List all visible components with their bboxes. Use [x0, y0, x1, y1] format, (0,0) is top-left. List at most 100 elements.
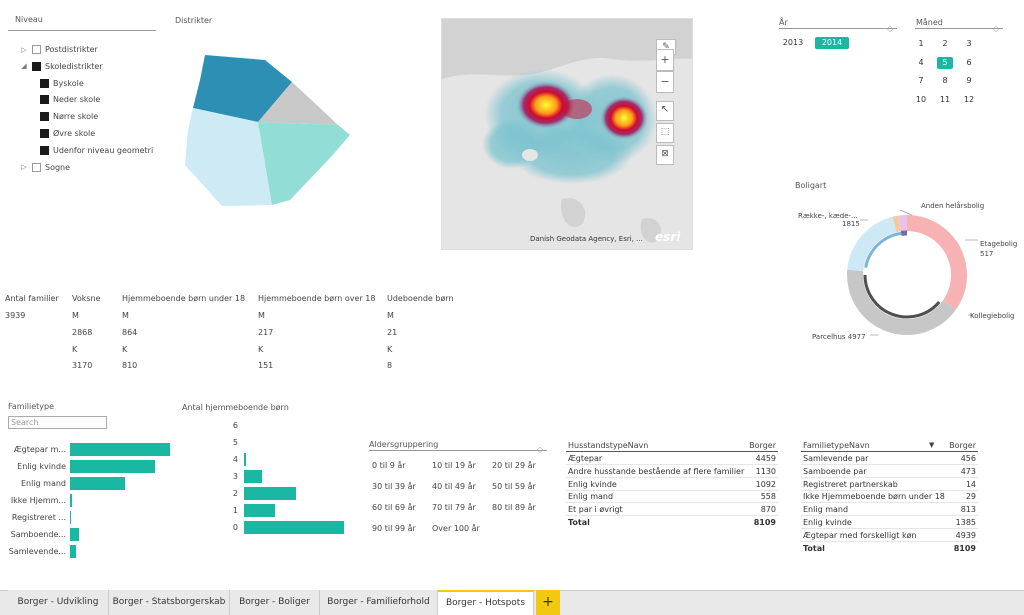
tree-item-label: Postdistrikter	[45, 45, 98, 54]
column-header[interactable]: HusstandstypeNavn	[568, 441, 649, 450]
expand-arrow-icon[interactable]: ▷	[21, 163, 27, 172]
year-option[interactable]: 2014	[815, 37, 849, 49]
checkbox[interactable]	[32, 162, 41, 172]
heatmap-canvas[interactable]	[442, 19, 693, 250]
eraser-icon[interactable]: ◇	[887, 24, 894, 33]
month-option[interactable]: 12	[963, 94, 975, 104]
bar[interactable]	[70, 460, 156, 473]
month-option[interactable]: 4	[918, 57, 924, 67]
add-tab-button[interactable]: +	[536, 590, 560, 615]
tab-4[interactable]: Borger - Hotspots	[438, 590, 534, 615]
tree-item[interactable]: ▷ Postdistrikter	[20, 45, 98, 54]
axis-label: 1	[232, 506, 238, 515]
lasso-select-icon[interactable]: ⊠	[656, 145, 674, 165]
cell-name: Enlig kvinde	[568, 479, 617, 489]
bar-label: Enlig mand	[20, 479, 66, 488]
bar[interactable]	[244, 453, 247, 466]
alder-option[interactable]: 10 til 19 år	[432, 461, 476, 470]
eraser-icon[interactable]: ◇	[537, 445, 544, 454]
sort-arrow-icon[interactable]: ▼	[929, 441, 935, 449]
zoom-out-button[interactable]: −	[656, 71, 674, 93]
month-option[interactable]: 9	[966, 76, 972, 85]
bar[interactable]	[70, 528, 79, 541]
zoom-in-button[interactable]: +	[656, 49, 674, 71]
tree-item[interactable]: ▷ Sogne	[20, 162, 70, 172]
alder-option[interactable]: Over 100 år	[432, 524, 480, 533]
bar[interactable]	[70, 494, 72, 507]
column-header[interactable]: FamilietypeNavn	[803, 441, 870, 450]
column-header[interactable]: Borger	[749, 441, 776, 450]
checkbox[interactable]	[32, 45, 41, 54]
tab-0[interactable]: Borger - Udvikling	[8, 590, 109, 615]
alder-option[interactable]: 20 til 29 år	[492, 461, 536, 470]
month-option[interactable]: 5	[937, 56, 953, 69]
bar[interactable]	[244, 504, 275, 517]
leader-line	[899, 209, 913, 216]
checkbox[interactable]	[40, 145, 49, 155]
alder-option[interactable]: 60 til 69 år	[372, 503, 416, 512]
bar[interactable]	[244, 487, 296, 500]
month-option[interactable]: 10	[915, 94, 927, 104]
alder-option[interactable]: 80 til 89 år	[492, 503, 536, 512]
slice-etagebolig[interactable]	[907, 215, 967, 275]
tree-item[interactable]: Byskole	[40, 78, 84, 88]
slice-other[interactable]	[892, 215, 901, 233]
slice-raekke[interactable]	[847, 216, 897, 272]
tree-item[interactable]: Udenfor niveau geometri	[40, 145, 153, 155]
eraser-icon[interactable]: ◇	[993, 24, 1000, 33]
month-option[interactable]: 2	[942, 39, 948, 48]
slice-anden[interactable]	[898, 215, 907, 232]
bar[interactable]	[70, 511, 71, 524]
alder-option[interactable]: 30 til 39 år	[372, 482, 416, 491]
tree-item[interactable]: ◢ Skoledistrikter	[20, 61, 103, 71]
bar[interactable]	[70, 545, 77, 558]
bar[interactable]	[70, 443, 170, 456]
matrix-header: Hjemmeboende børn over 18	[258, 294, 376, 303]
bar[interactable]	[244, 521, 344, 534]
alder-option[interactable]: 40 til 49 år	[432, 482, 476, 491]
checkbox[interactable]	[40, 78, 49, 88]
slice-parcelhus[interactable]	[847, 269, 957, 335]
cell-name: Ægtepar	[568, 454, 603, 463]
month-option[interactable]: 3	[966, 39, 972, 48]
year-option[interactable]: 2013	[782, 38, 804, 47]
checkbox[interactable]	[40, 95, 49, 105]
tree-item[interactable]: Nørre skole	[40, 112, 98, 122]
cursor-icon[interactable]: ↖	[656, 101, 674, 121]
tab-1[interactable]: Borger - Statsborgerskab	[109, 590, 230, 615]
tree-item[interactable]: Øvre skole	[40, 129, 95, 138]
alder-option[interactable]: 50 til 59 år	[492, 482, 536, 491]
month-option[interactable]: 8	[942, 76, 948, 85]
checkbox[interactable]	[40, 129, 49, 138]
heatmap-panel[interactable]: ✎ + − ↖ ⬚ ⊠ Danish Geodata Agency, Esri,…	[441, 18, 693, 250]
month-option[interactable]: 11	[939, 94, 951, 104]
distrikter-map[interactable]	[180, 50, 360, 210]
month-option[interactable]: 1	[918, 39, 924, 48]
familietype-title: Familietype	[8, 402, 55, 411]
month-option[interactable]: 6	[966, 57, 972, 67]
rect-select-icon[interactable]: ⬚	[656, 123, 674, 143]
bar[interactable]	[244, 470, 263, 483]
alder-option[interactable]: 90 til 99 år	[372, 524, 416, 533]
district-oevre[interactable]	[193, 55, 292, 122]
column-header[interactable]: Borger	[949, 441, 976, 450]
checkbox[interactable]	[32, 61, 41, 71]
boligart-donut[interactable]	[790, 195, 1020, 345]
alder-option[interactable]: 70 til 79 år	[432, 503, 476, 512]
tab-3[interactable]: Borger - Familieforhold	[320, 590, 438, 615]
expand-arrow-icon[interactable]: ▷	[21, 45, 27, 54]
tree-item[interactable]: Neder skole	[40, 95, 100, 105]
checkbox[interactable]	[40, 112, 49, 122]
month-option[interactable]: 7	[918, 76, 924, 85]
alder-option[interactable]: 0 til 9 år	[372, 461, 406, 470]
district-byskole[interactable]	[258, 122, 350, 205]
table-row: Ikke Hjemmeboende børn under 18 29	[801, 490, 978, 504]
tab-2[interactable]: Borger - Boliger	[230, 590, 320, 615]
slice-kollegiebolig[interactable]	[943, 275, 967, 310]
bar[interactable]	[70, 477, 125, 490]
expand-arrow-icon[interactable]: ◢	[21, 62, 27, 71]
district-neder[interactable]	[185, 108, 272, 206]
tree-item-label: Øvre skole	[53, 129, 96, 138]
district-noerre[interactable]	[258, 82, 338, 125]
familietype-search-input[interactable]: Search	[8, 416, 107, 429]
